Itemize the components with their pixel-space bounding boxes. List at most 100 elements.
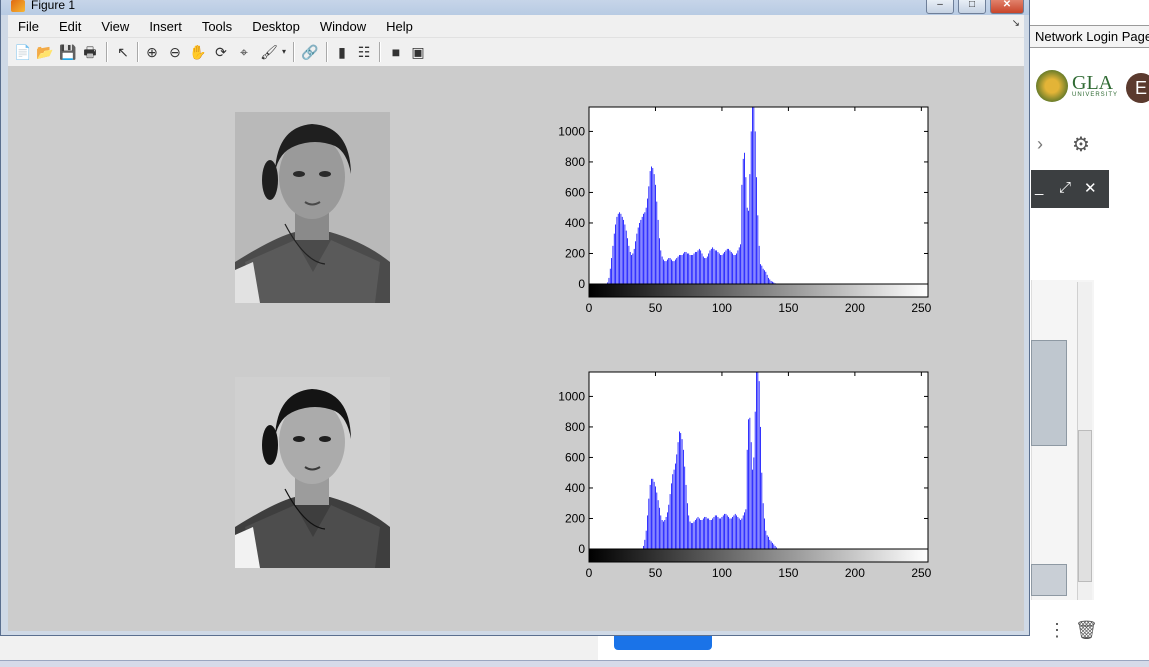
menu-view[interactable]: View [101,18,130,34]
histogram-bar [773,544,775,549]
histogram-bar [768,536,769,549]
data-cursor-icon[interactable]: ⌖ [240,44,248,60]
histogram-bar [760,264,761,284]
menu-desktop[interactable]: Desktop [252,18,300,34]
colorbar-icon[interactable]: ▮ [338,44,346,60]
histogram-bar [753,457,755,549]
x-tick-label: 100 [712,566,732,580]
histogram-bar [696,251,698,284]
print-icon[interactable]: 🖶 [83,44,97,60]
histogram-bar [643,213,644,284]
chevron-down-icon[interactable]: ▾ [281,47,286,56]
histogram-bar [742,158,744,284]
legend-icon[interactable]: ☷ [357,44,371,60]
histogram-bar [657,219,659,284]
histogram-bar [733,255,735,284]
histogram-bar [653,174,655,284]
histogram-bar [653,481,655,549]
hide-plot-tools-icon[interactable]: ■ [391,44,401,60]
histogram-bar [744,152,745,284]
zoom-in-icon[interactable]: ⊕ [146,44,158,60]
menu-help[interactable]: Help [386,18,413,34]
histogram-bar [617,213,619,284]
toolbar-separator [326,42,328,62]
histogram-bar [664,520,666,549]
close-button[interactable]: ✕ [990,0,1024,14]
pan-hand-icon[interactable]: ✋ [189,44,207,60]
rotate-3d-icon[interactable]: ⟳ [215,44,227,60]
histogram-bar [641,216,643,284]
histogram-bar [746,207,748,284]
title-bar[interactable]: Figure 1 – □ ✕ [1,0,1029,15]
histogram-bar [716,250,718,284]
logo-text: GLA [1072,72,1114,94]
close-icon[interactable]: ✕ [1084,180,1097,197]
histogram-bar [713,248,715,284]
histogram-bar [753,107,755,284]
menu-edit[interactable]: Edit [58,18,82,34]
figure-window: Figure 1 – □ ✕ File Edit View Insert Too… [0,0,1030,636]
histogram-bar [726,515,728,549]
maximize-button[interactable]: □ [958,0,986,14]
histogram-bar [656,492,658,549]
histogram-bar [655,486,656,549]
more-options-icon[interactable]: ⋮ [1048,620,1066,640]
menu-window[interactable]: Window [319,18,367,34]
minimize-icon[interactable]: _ [1035,179,1044,196]
histogram-bar [752,469,753,549]
gear-icon[interactable]: ⚙ [1072,134,1090,156]
y-tick-label: 400 [565,481,585,495]
histogram-bar [692,523,694,549]
save-icon[interactable]: 💾 [59,44,77,60]
histogram-bar [633,248,635,284]
histogram-bar [688,515,690,549]
histogram-bar [636,233,638,284]
menu-insert[interactable]: Insert [149,18,182,34]
histogram-bar [720,255,722,284]
histogram-bar [728,248,729,284]
primary-button[interactable] [614,636,712,650]
histogram-bar [772,542,773,549]
gla-logo: GLA UNIVERSITY [1036,70,1118,102]
matlab-icon [11,0,25,12]
histogram-bar [648,186,650,284]
gray-colorbar [588,283,929,298]
y-tick-label: 200 [565,511,585,525]
toolbar-separator [293,42,295,62]
link-plot-icon[interactable]: 🔗 [301,44,319,60]
expand-icon[interactable]: ⤢ [1059,179,1072,196]
histogram-bar [673,469,675,549]
x-tick-label: 0 [586,566,593,580]
open-file-icon[interactable]: 📂 [36,44,54,60]
histogram-bar [698,518,700,549]
avatar[interactable]: E [1126,73,1149,103]
select-arrow-icon[interactable]: ↖ [117,44,129,60]
histogram-bar [616,216,618,284]
trash-icon[interactable]: 🗑 [1075,620,1098,640]
histogram-bar [737,516,739,549]
scrollbar-thumb[interactable] [1078,430,1092,582]
menu-file[interactable]: File [18,18,39,34]
chevron-right-icon[interactable]: › [1037,134,1043,154]
show-plot-tools-icon[interactable]: ▣ [411,44,425,60]
histogram-bar [669,494,671,549]
histogram-bar [648,498,650,549]
histogram-bar [709,520,711,549]
brush-icon[interactable]: 🖌 [260,44,278,60]
new-figure-icon[interactable]: 📄 [14,44,32,60]
figure-canvas: 0 200 400 600 800 1000 0 50 100 150 200 250 0 200 400… [8,66,1024,631]
menu-tools[interactable]: Tools [201,18,233,34]
dock-arrow-icon[interactable]: ↘ [1011,18,1020,29]
histogram-bar [684,466,686,549]
histogram-bar [720,518,722,549]
histogram-bar [621,216,623,284]
histogram-bar [717,516,719,549]
histogram-bar [681,255,683,284]
x-tick-label: 150 [778,566,798,580]
network-login-tab[interactable]: Network Login Page [1028,25,1149,48]
minimize-button[interactable]: – [926,0,954,14]
zoom-out-icon[interactable]: ⊖ [169,44,181,60]
histogram-bar [644,212,646,284]
histogram-bar [672,261,674,284]
histogram-bar [675,259,676,284]
